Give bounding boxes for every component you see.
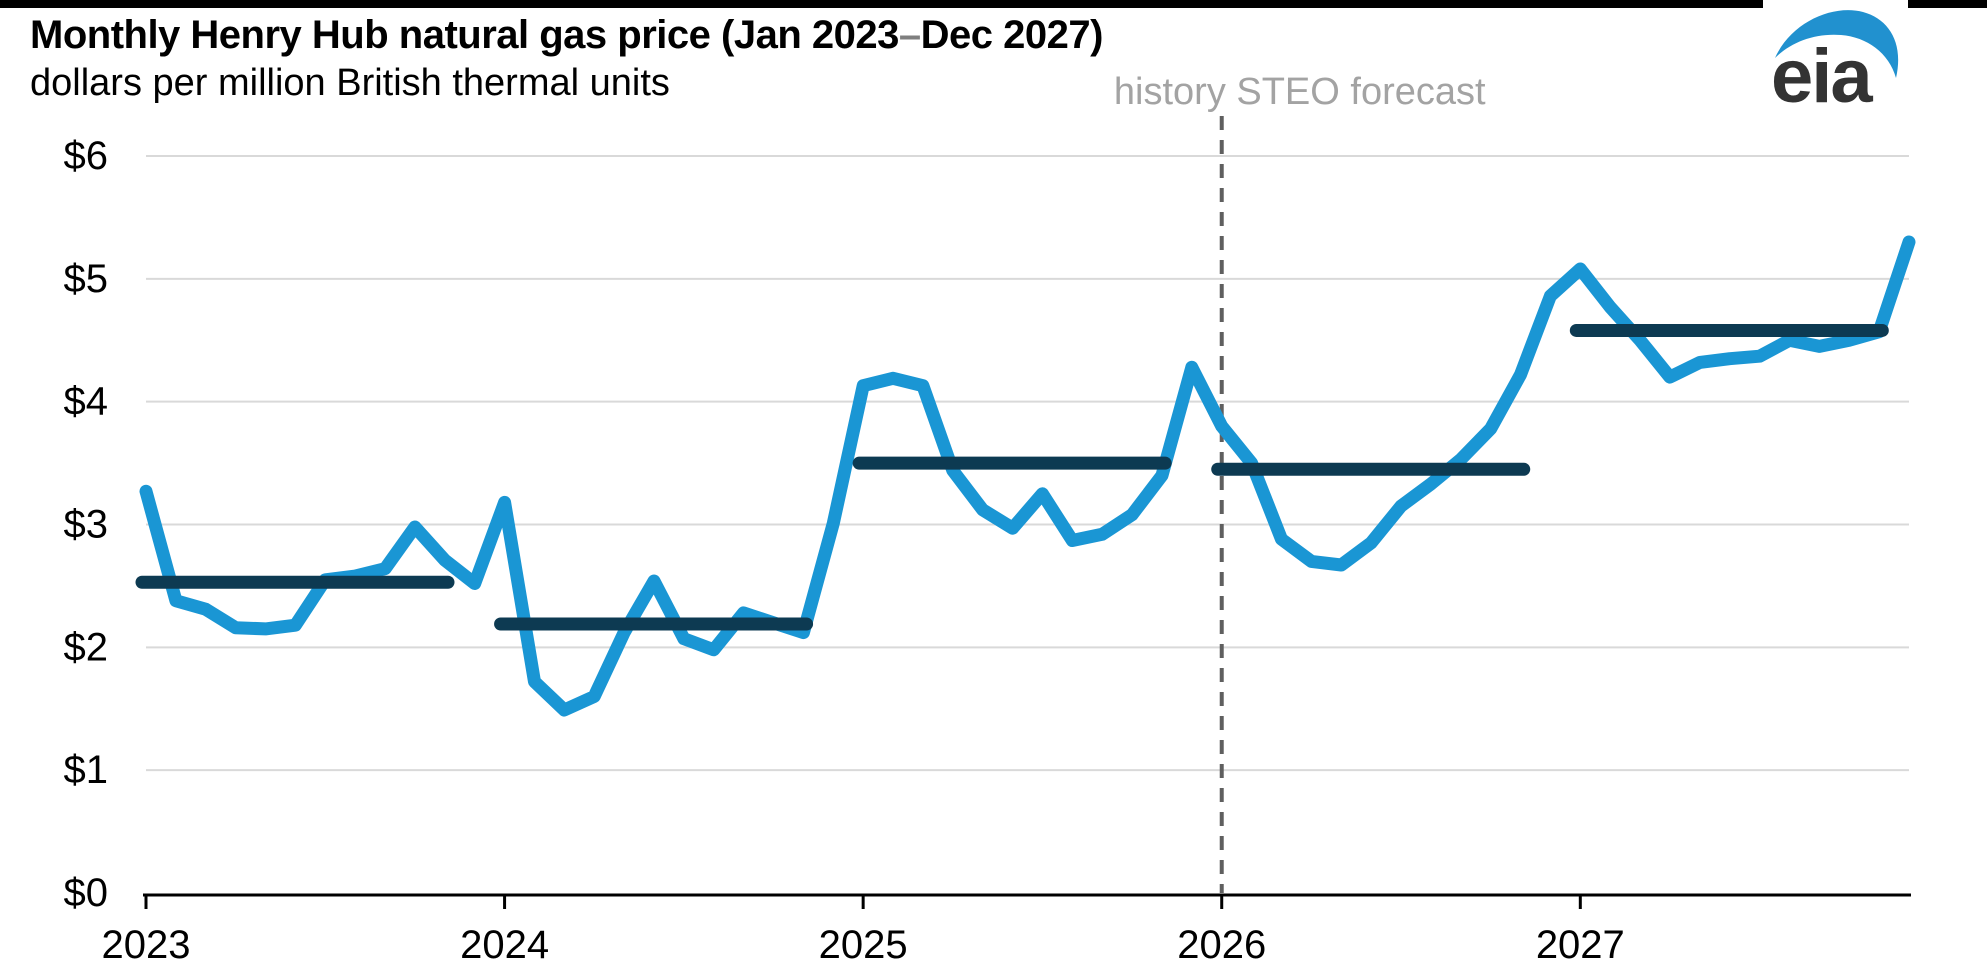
y-axis-label-2: $2 [64, 625, 109, 669]
y-axis-label-5: $5 [64, 257, 109, 301]
x-axis-label-2024: 2024 [460, 923, 549, 967]
eia-logo-text: eia [1771, 34, 1873, 118]
forecast-divider-label: history STEO forecast [1114, 71, 1486, 113]
y-axis-label-1: $1 [64, 748, 109, 792]
y-axis-label-4: $4 [64, 380, 109, 424]
title-text-left: Monthly Henry Hub natural gas price (Jan… [30, 13, 899, 57]
eia-swoosh-icon [1775, 10, 1899, 78]
x-axis-label-2023: 2023 [102, 923, 191, 967]
page-title: Monthly Henry Hub natural gas price (Jan… [30, 10, 1103, 60]
monthly-price-line [139, 235, 1916, 717]
y-axis-label-0: $0 [64, 871, 109, 915]
title-text-right: Dec 2027) [920, 13, 1104, 57]
chart-units-label: dollars per million British thermal unit… [30, 62, 670, 104]
top-rule-bar [0, 0, 1987, 8]
y-axis-label-6: $6 [64, 134, 109, 178]
title-dash: – [898, 13, 921, 57]
eia-logo: eia [1763, 0, 1908, 118]
chart-header: Monthly Henry Hub natural gas price (Jan… [30, 10, 1103, 106]
x-axis-label-2026: 2026 [1177, 923, 1266, 967]
x-axis-label-2027: 2027 [1536, 923, 1625, 967]
x-axis-label-2025: 2025 [819, 923, 908, 967]
y-axis-label-3: $3 [64, 503, 109, 547]
